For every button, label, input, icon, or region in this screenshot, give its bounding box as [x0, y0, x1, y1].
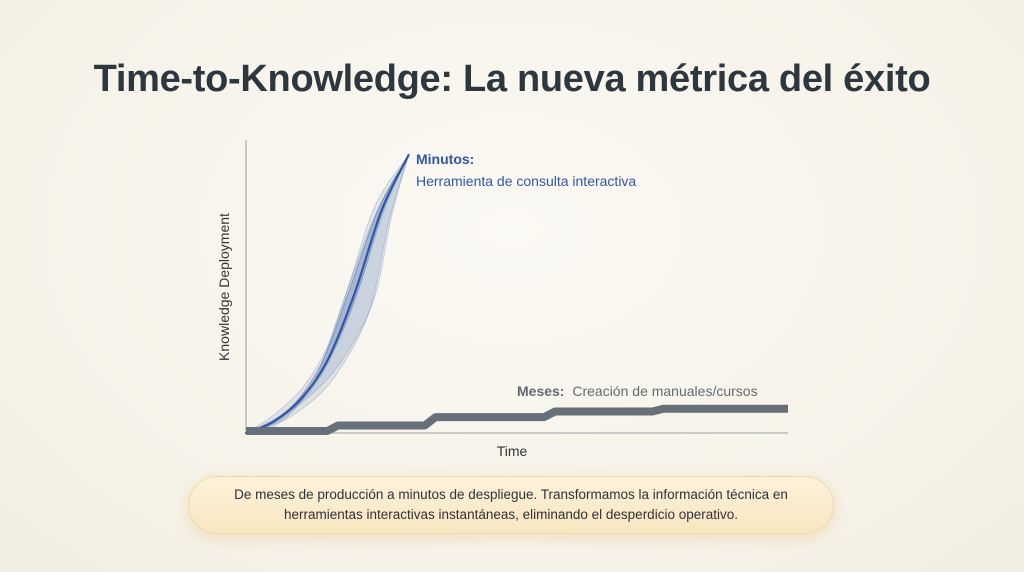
caption-box: De meses de producción a minutos de desp…: [188, 476, 834, 534]
page-title: Time-to-Knowledge: La nueva métrica del …: [93, 58, 931, 100]
series-label-minutos: Minutos:: [416, 151, 474, 167]
minutos-band-group: [245, 154, 409, 434]
y-axis-label: Knowledge Deployment: [216, 213, 232, 361]
series-line-minutos: [244, 153, 410, 435]
series-desc-minutos: Herramienta de consulta interactiva: [416, 173, 636, 189]
series-name-meses: Meses:: [517, 383, 564, 399]
minutos-band-3: [245, 154, 409, 434]
series-name-minutos: Minutos:: [416, 151, 474, 167]
series-label-meses: Meses: Creación de manuales/cursos: [517, 383, 758, 399]
caption-text: De meses de producción a minutos de desp…: [234, 487, 788, 522]
series-line-meses: [246, 404, 788, 435]
series-desc-meses: Creación de manuales/cursos: [572, 383, 757, 399]
series-group: [244, 153, 788, 435]
x-axis-label: Time: [497, 443, 528, 459]
